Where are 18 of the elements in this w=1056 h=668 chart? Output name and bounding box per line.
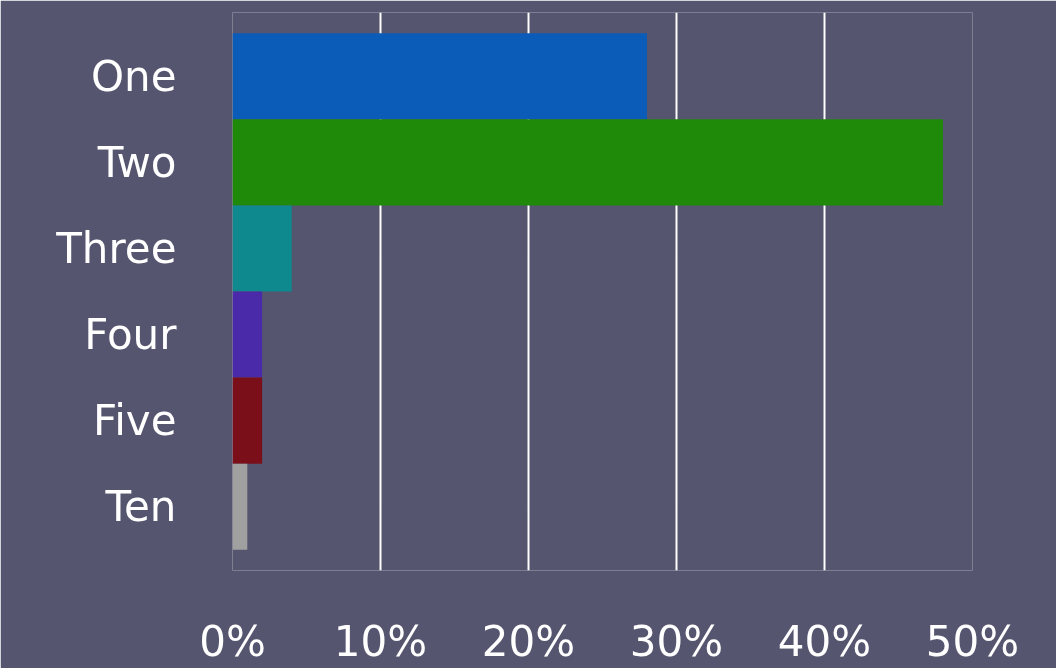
y-tick-label: One — [90, 51, 177, 101]
x-tick-label: 10% — [333, 616, 428, 666]
y-tick-label: Ten — [104, 482, 177, 532]
y-tick-label: Two — [96, 137, 177, 187]
y-tick-label: Four — [84, 310, 178, 360]
bar — [232, 291, 263, 378]
x-tick-label: 20% — [481, 616, 576, 666]
bar — [232, 119, 943, 206]
bar — [232, 377, 263, 464]
bar — [232, 33, 647, 120]
bar — [232, 463, 248, 550]
x-tick-label: 0% — [199, 616, 266, 666]
y-tick-label: Three — [55, 223, 177, 273]
x-tick-label: 30% — [629, 616, 724, 666]
x-tick-label: 50% — [925, 616, 1020, 666]
y-tick-label: Five — [93, 396, 177, 446]
bar — [232, 205, 292, 292]
x-tick-label: 40% — [777, 616, 872, 666]
